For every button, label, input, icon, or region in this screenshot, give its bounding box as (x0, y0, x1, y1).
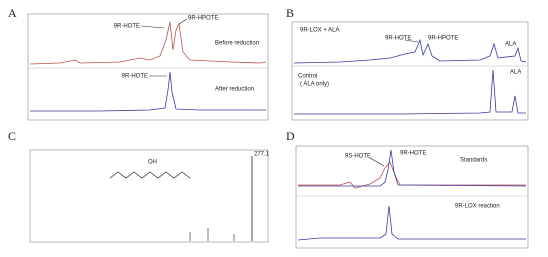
plot-frame (27, 13, 269, 121)
annotation: ALA (510, 70, 521, 76)
annotation: OH (148, 160, 157, 166)
annotation: Control (298, 74, 317, 80)
annotation: 9R-HPOTE (188, 16, 218, 22)
annotation: ALA (505, 42, 516, 48)
arrow (404, 39, 419, 43)
plot-frame (291, 21, 529, 121)
arrow (178, 18, 188, 25)
plot-frame (295, 145, 529, 249)
annotation: 9R-HOTE (400, 151, 426, 157)
plot-frame (29, 149, 269, 243)
panel-label: A (8, 6, 17, 20)
trace-after (30, 71, 266, 112)
annotation: 9R-LOX reaction (455, 204, 500, 210)
trace-reaction (297, 205, 526, 241)
arrow (140, 25, 165, 29)
annotation: 9R-LOX + ALA (300, 28, 340, 34)
panel-label: B (286, 6, 294, 20)
trace-reaction (293, 38, 527, 64)
annotation: ( ALA only) (300, 82, 329, 88)
trace-9s (298, 161, 526, 189)
trace-9r (298, 149, 527, 187)
annotation: After reduction (215, 87, 254, 93)
trace-control (294, 69, 526, 115)
annotation: 9R-HOTE (122, 74, 148, 80)
arrow (369, 157, 385, 167)
annotation: Before reduction (215, 41, 259, 47)
trace-before (29, 21, 267, 65)
molecule (109, 171, 191, 179)
annotation: 9S-HOTE (345, 154, 371, 160)
annotation: 9R-HPOTE (428, 36, 458, 42)
annotation: 277.1 (254, 152, 270, 158)
panel-label: C (8, 129, 16, 143)
annotation: Standards (460, 158, 487, 164)
panel-label: D (286, 129, 295, 143)
annotation: 9R-HOTE (114, 24, 140, 30)
annotation: 9R-HOTE (385, 36, 411, 42)
